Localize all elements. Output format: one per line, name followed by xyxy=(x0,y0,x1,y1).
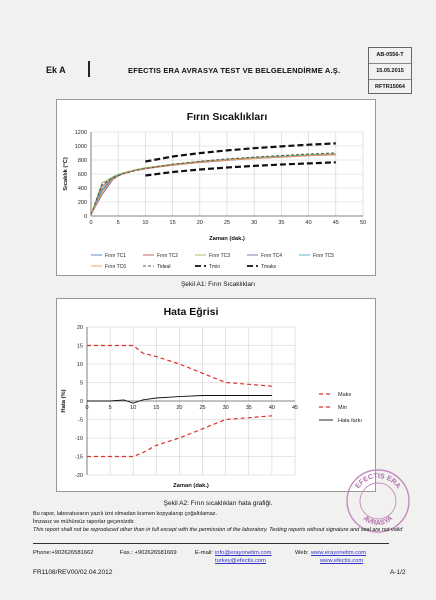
x-tick-label: 20 xyxy=(176,405,182,411)
y-tick-label: 5 xyxy=(80,381,83,387)
legend-label-8: Tmaks xyxy=(261,264,277,270)
series-line-0 xyxy=(87,344,272,387)
legend-label-5: Fırın TC6 xyxy=(105,264,126,270)
web-link-2[interactable]: www.efectis.com xyxy=(320,558,364,564)
form-code: FR1108/REV00/02.04.2012 xyxy=(33,569,113,576)
x-tick-label: 30 xyxy=(223,405,229,411)
phone: Phone:+902626581662 xyxy=(33,550,94,556)
legend-label-0: Maks xyxy=(338,392,351,398)
legend-label-0: Fırın TC1 xyxy=(105,253,126,259)
y-tick-label: 1200 xyxy=(75,130,87,136)
y-tick-label: 800 xyxy=(78,158,87,164)
series-line-6 xyxy=(90,152,336,215)
doc-date: 15.05.2015 xyxy=(369,64,411,80)
legend-label-1: Fırın TC2 xyxy=(157,253,178,259)
x-tick-label: 15 xyxy=(153,405,159,411)
y-tick-label: 1000 xyxy=(75,144,87,150)
x-tick-label: 35 xyxy=(246,405,252,411)
furnace-temperature-chart: Fırın Sıcaklıkları 0 200 400 600 800 1000 1200 0… xyxy=(56,99,376,276)
x-tick-label: 50 xyxy=(360,220,366,226)
report-number: RFTR15064 xyxy=(375,84,405,90)
x-tick-label: 45 xyxy=(333,220,339,226)
y-tick-label: 10 xyxy=(77,362,83,368)
y-tick-label: -20 xyxy=(75,473,83,479)
error-curve-svg: Hata Eğrisi -20 -15 -10 -5 0 5 10 15 20 0 5 10 15 20 25… xyxy=(61,306,362,489)
y-tick-label: -15 xyxy=(75,455,83,461)
y-tick-label: -10 xyxy=(75,436,83,442)
figure2-caption: Şekil A2: Fırın sıcaklıkları hata grafiğ… xyxy=(163,500,273,507)
legend-label-1: Min xyxy=(338,405,347,411)
stamp-text-bottom: AVRASYA xyxy=(362,515,395,527)
x-tick-label: 5 xyxy=(109,405,112,411)
note-signature-tr: İmzasız ve mühürsüz raporlar geçersizdir… xyxy=(33,519,135,525)
web-label: Web: xyxy=(295,550,309,556)
company-name: EFECTIS ERA AVRASYA TEST VE BELGELENDİRM… xyxy=(128,66,341,75)
email-link-2[interactable]: turkey@efectis.com xyxy=(215,558,266,564)
chart-title: Hata Eğrisi xyxy=(164,306,219,318)
x-tick-label: 40 xyxy=(306,220,312,226)
x-axis-title: Zaman (dak.) xyxy=(173,483,209,489)
footer-notes: Bu rapor, laboratuvarın yazılı izni olma… xyxy=(33,510,413,534)
svg-text:AVRASYA: AVRASYA xyxy=(362,515,395,527)
legend-label-2: Hata farkı xyxy=(338,418,362,424)
legend-label-6: Tideal xyxy=(157,264,170,270)
y-axis-title: Hata (%) xyxy=(61,389,67,412)
y-tick-label: 20 xyxy=(77,325,83,331)
x-tick-label: 40 xyxy=(269,405,275,411)
page-number: A-1/2 xyxy=(390,569,406,576)
legend-label-7: Tmin xyxy=(209,264,220,270)
email-label: E-mail: xyxy=(195,550,214,556)
x-tick-label: 20 xyxy=(197,220,203,226)
legend-label-3: Fırın TC4 xyxy=(261,253,282,259)
legend-label-4: Fırın TC5 xyxy=(313,253,334,259)
footer-divider xyxy=(33,543,389,544)
y-tick-label: 0 xyxy=(84,214,87,220)
x-tick-label: 0 xyxy=(85,405,88,411)
y-tick-label: 600 xyxy=(78,172,87,178)
fax: Fax.: +902626581669 xyxy=(120,550,177,556)
x-axis-title: Zaman (dak.) xyxy=(209,236,245,242)
email-link-1[interactable]: info@erayonetim.com xyxy=(215,550,272,556)
x-tick-label: 35 xyxy=(278,220,284,226)
y-tick-label: 200 xyxy=(78,200,87,206)
x-tick-label: 10 xyxy=(130,405,136,411)
y-tick-label: 15 xyxy=(77,344,83,350)
y-tick-label: 0 xyxy=(80,399,83,405)
furnace-temperature-svg: Fırın Sıcaklıkları 0 200 400 600 800 1000 1200 0… xyxy=(63,111,366,270)
header-divider xyxy=(88,61,90,77)
y-tick-label: 400 xyxy=(78,186,87,192)
page-header: Ek A EFECTIS ERA AVRASYA TEST VE BELGELE… xyxy=(0,40,436,100)
error-curve-chart: Hata Eğrisi -20 -15 -10 -5 0 5 10 15 20 0 5 10 15 20 25… xyxy=(56,298,376,492)
legend-label-2: Fırın TC3 xyxy=(209,253,230,259)
document-info-box: AB-0556-T 15.05.2015 RFTR15064 xyxy=(368,47,412,94)
x-tick-label: 25 xyxy=(224,220,230,226)
series-line-2 xyxy=(87,395,272,404)
x-tick-label: 25 xyxy=(199,405,205,411)
note-reproduction-en: This report shall not be reproduced othe… xyxy=(33,527,403,533)
series-line-8 xyxy=(145,142,336,163)
x-tick-label: 15 xyxy=(170,220,176,226)
chart-title: Fırın Sıcaklıkları xyxy=(187,111,268,123)
series-line-1 xyxy=(87,415,272,458)
x-tick-label: 30 xyxy=(251,220,257,226)
y-axis-title: Sıcaklık (°C) xyxy=(63,157,69,191)
doc-code: AB-0556-T xyxy=(369,48,411,64)
y-tick-label: -5 xyxy=(78,418,83,424)
annex-label: Ek A xyxy=(46,65,66,75)
x-tick-label: 5 xyxy=(117,220,120,226)
series-line-7 xyxy=(145,161,336,177)
company-seal-stamp: EFECTIS ERA AVRASYA xyxy=(346,469,410,533)
web-link-1[interactable]: www.erayonetim.com xyxy=(311,550,367,556)
x-tick-label: 45 xyxy=(292,405,298,411)
x-tick-label: 10 xyxy=(142,220,148,226)
x-tick-label: 0 xyxy=(89,220,92,226)
note-reproduction-tr: Bu rapor, laboratuvarın yazılı izni olma… xyxy=(33,511,218,517)
figure1-caption: Şekil A1: Fırın Sıcaklıkları xyxy=(180,281,256,288)
